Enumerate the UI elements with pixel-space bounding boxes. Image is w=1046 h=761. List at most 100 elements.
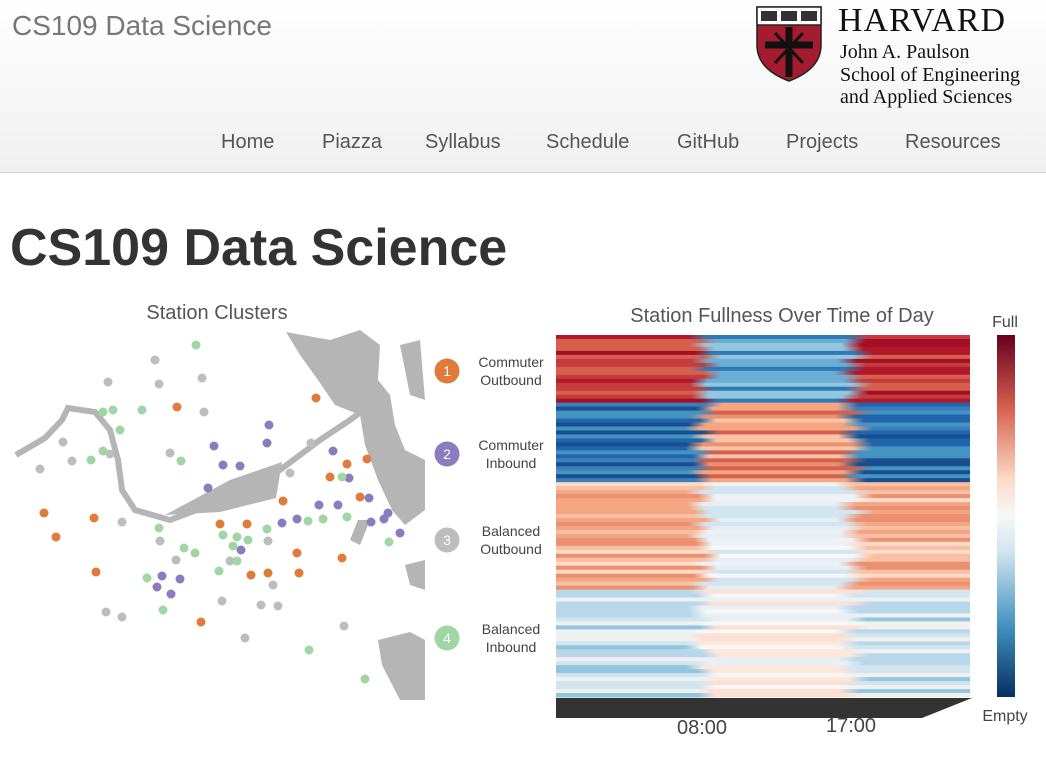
- heatmap-row: [556, 335, 970, 340]
- harvard-shield: [756, 6, 822, 82]
- nav-link[interactable]: Schedule: [546, 131, 630, 153]
- heatmap-row: [556, 689, 970, 694]
- heatmap-row: [556, 454, 970, 459]
- station-dot: [115, 425, 125, 435]
- nav-link[interactable]: GitHub: [677, 131, 740, 153]
- heatmap-title: Station Fullness Over Time of Day: [630, 305, 933, 327]
- station-dot: [197, 373, 207, 383]
- station-dot: [337, 553, 347, 563]
- heatmap-row: [556, 629, 970, 634]
- logo-line: School of Engineering: [840, 64, 1020, 86]
- heatmap-row: [556, 354, 970, 360]
- cluster-badge: [434, 441, 460, 467]
- heatmap-row: [556, 625, 970, 630]
- heatmap-row: [556, 494, 970, 499]
- site-title[interactable]: CS109 Data Science: [12, 10, 272, 41]
- heatmap-row: [556, 338, 970, 344]
- station-dot: [155, 536, 165, 546]
- station-dot: [262, 438, 272, 448]
- station-dot: [154, 379, 164, 389]
- nav-link[interactable]: Projects: [786, 131, 859, 153]
- logo-line: and Applied Sciences: [840, 86, 1013, 108]
- station-dot: [228, 541, 238, 551]
- heatmap-row: [556, 549, 970, 555]
- nav-link[interactable]: Home: [221, 131, 275, 153]
- heatmap-row: [556, 358, 970, 364]
- heatmap-row: [556, 418, 970, 424]
- heatmap-row: [556, 390, 970, 396]
- station-dot: [243, 535, 253, 545]
- cluster-number: 3: [443, 532, 451, 548]
- heatmap-row: [556, 633, 970, 638]
- station-dot: [292, 514, 302, 524]
- station-dot: [273, 601, 283, 611]
- heatmap-row: [556, 350, 970, 356]
- header: CS109 Data Science HARVARD John A. Pauls…: [0, 0, 1046, 173]
- station-dot: [196, 617, 206, 627]
- station-dot: [101, 607, 111, 617]
- station-dot: [242, 519, 252, 529]
- figure: Station Clusters 1 Commuter Outbound 2 Commu…: [14, 302, 1028, 739]
- station-dot: [264, 420, 274, 430]
- heatmap-row: [556, 406, 970, 412]
- heatmap-row: [556, 386, 970, 392]
- station-dot: [39, 508, 49, 518]
- station-dot: [209, 441, 219, 451]
- station-dot: [105, 449, 115, 459]
- station-dot: [117, 517, 127, 527]
- cluster-label: Commuter: [478, 437, 544, 453]
- station-dot: [337, 472, 347, 482]
- station-dot: [166, 589, 176, 599]
- heatmap-row: [556, 366, 970, 372]
- heatmap-row: [556, 374, 970, 380]
- heatmap-row: [556, 510, 970, 515]
- heatmap-row: [556, 506, 970, 511]
- station-dot: [158, 605, 168, 615]
- heatmap-row: [556, 458, 970, 463]
- heatmap-row: [556, 617, 970, 622]
- nav-link[interactable]: Resources: [905, 131, 1001, 153]
- station-dot: [165, 448, 175, 458]
- station-dot: [232, 556, 242, 566]
- heatmap-row: [556, 581, 970, 587]
- station-dot: [98, 446, 108, 456]
- station-dot: [314, 500, 324, 510]
- station-dot: [235, 461, 245, 471]
- station-dot: [218, 460, 228, 470]
- heatmap-row: [556, 681, 970, 686]
- heatmap-row: [556, 645, 970, 650]
- heatmap-row: [556, 605, 970, 610]
- station-dot: [142, 573, 152, 583]
- heatmap-row: [556, 370, 970, 376]
- colorbar: [997, 335, 1015, 697]
- station-dot: [344, 473, 354, 483]
- station-dot: [175, 574, 185, 584]
- station-dot: [214, 566, 224, 576]
- station-dot: [190, 548, 200, 558]
- cluster-badge: [434, 625, 460, 651]
- station-dot: [117, 612, 127, 622]
- heatmap-row: [556, 653, 970, 658]
- heatmap-row: [556, 693, 970, 698]
- heatmap-row: [556, 517, 970, 523]
- heatmap-row: [556, 537, 970, 543]
- heatmap-row: [556, 529, 970, 535]
- heatmap-row: [556, 442, 970, 447]
- heatmap-row: [556, 637, 970, 642]
- station-dot: [137, 405, 147, 415]
- station-dot: [304, 645, 314, 655]
- heatmap-row: [556, 545, 970, 551]
- heatmap-row: [556, 669, 970, 674]
- cluster-label: Inbound: [486, 639, 537, 655]
- station-dot: [236, 545, 246, 555]
- logo-name: HARVARD: [838, 2, 1007, 39]
- nav-link[interactable]: Syllabus: [425, 131, 501, 153]
- heatmap-row: [556, 557, 970, 563]
- heatmap-row: [556, 593, 970, 599]
- heatmap-row: [556, 502, 970, 507]
- heatmap-row: [556, 525, 970, 531]
- heatmap-row: [556, 561, 970, 567]
- station-dot: [311, 393, 321, 403]
- station-dot: [294, 568, 304, 578]
- nav-link[interactable]: Piazza: [322, 131, 383, 153]
